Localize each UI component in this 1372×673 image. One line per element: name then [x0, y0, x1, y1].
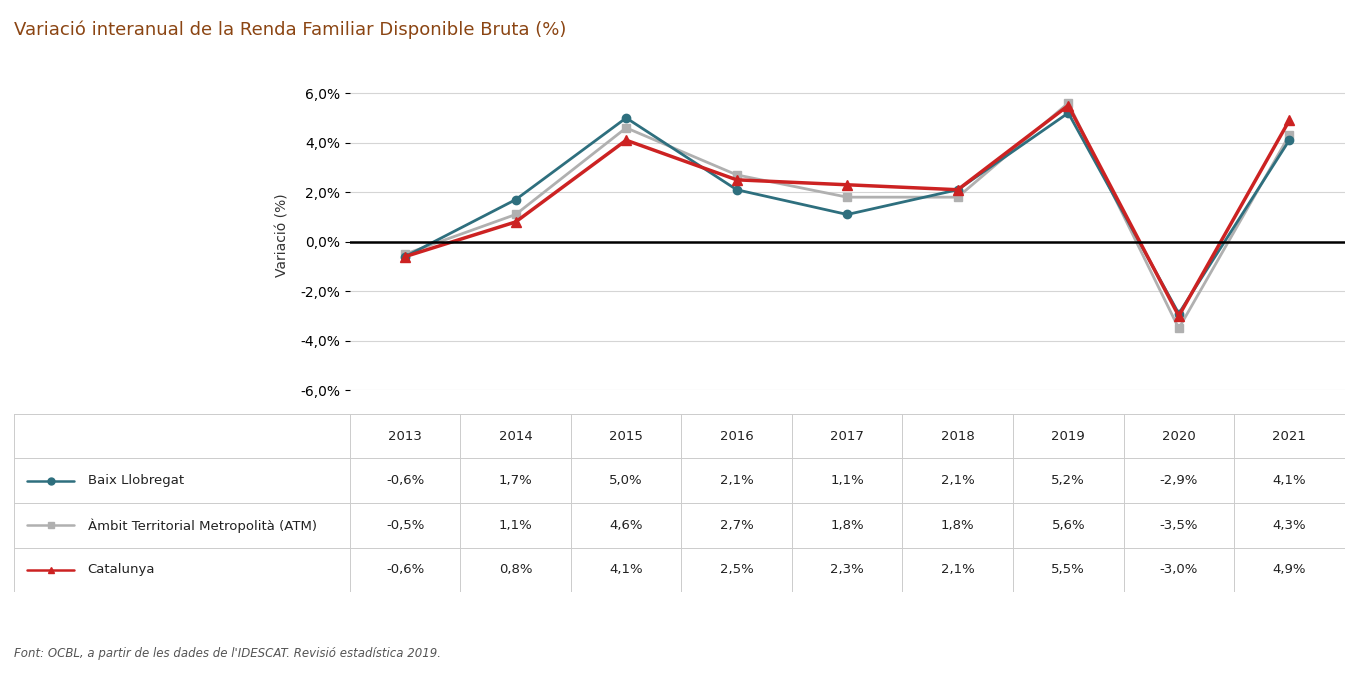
Text: -0,5%: -0,5%: [386, 519, 424, 532]
Text: 2,5%: 2,5%: [720, 563, 753, 577]
Y-axis label: Variació (%): Variació (%): [274, 194, 289, 277]
Text: 5,6%: 5,6%: [1051, 519, 1085, 532]
Text: 4,3%: 4,3%: [1272, 519, 1306, 532]
Text: 2014: 2014: [499, 429, 532, 443]
Text: 1,1%: 1,1%: [830, 474, 864, 487]
Text: 2016: 2016: [720, 429, 753, 443]
Text: 2,1%: 2,1%: [720, 474, 753, 487]
Text: 2021: 2021: [1272, 429, 1306, 443]
Text: Variació interanual de la Renda Familiar Disponible Bruta (%): Variació interanual de la Renda Familiar…: [14, 20, 567, 38]
Text: Baix Llobregat: Baix Llobregat: [88, 474, 184, 487]
Text: -2,9%: -2,9%: [1159, 474, 1198, 487]
Text: 4,1%: 4,1%: [1272, 474, 1306, 487]
Text: 2020: 2020: [1162, 429, 1195, 443]
Text: 1,8%: 1,8%: [941, 519, 974, 532]
Text: 2,1%: 2,1%: [941, 474, 974, 487]
Text: -0,6%: -0,6%: [386, 474, 424, 487]
Text: 2,3%: 2,3%: [830, 563, 864, 577]
Text: 1,1%: 1,1%: [499, 519, 532, 532]
Text: 5,5%: 5,5%: [1051, 563, 1085, 577]
Text: 2017: 2017: [830, 429, 864, 443]
Text: 2018: 2018: [941, 429, 974, 443]
Text: -3,5%: -3,5%: [1159, 519, 1198, 532]
Text: 2,1%: 2,1%: [941, 563, 974, 577]
Text: 4,9%: 4,9%: [1273, 563, 1306, 577]
Text: Catalunya: Catalunya: [88, 563, 155, 577]
Text: 2019: 2019: [1051, 429, 1085, 443]
Text: 1,8%: 1,8%: [830, 519, 864, 532]
Text: 2013: 2013: [388, 429, 423, 443]
Text: 4,6%: 4,6%: [609, 519, 643, 532]
Text: 1,7%: 1,7%: [499, 474, 532, 487]
Text: 2015: 2015: [609, 429, 643, 443]
Text: -3,0%: -3,0%: [1159, 563, 1198, 577]
Text: 0,8%: 0,8%: [499, 563, 532, 577]
Text: 5,0%: 5,0%: [609, 474, 643, 487]
Text: 2,7%: 2,7%: [720, 519, 753, 532]
Text: Font: OCBL, a partir de les dades de l'IDESCAT. Revisió estadística 2019.: Font: OCBL, a partir de les dades de l'I…: [14, 647, 440, 660]
Text: 4,1%: 4,1%: [609, 563, 643, 577]
Text: -0,6%: -0,6%: [386, 563, 424, 577]
Text: Àmbit Territorial Metropolità (ATM): Àmbit Territorial Metropolità (ATM): [88, 518, 317, 532]
Text: 5,2%: 5,2%: [1051, 474, 1085, 487]
